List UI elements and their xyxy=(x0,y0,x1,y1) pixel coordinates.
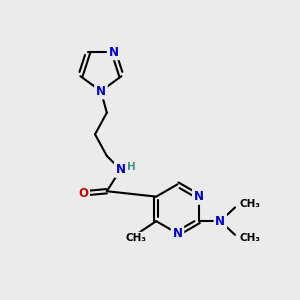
Text: N: N xyxy=(194,190,204,203)
Text: CH₃: CH₃ xyxy=(240,200,261,209)
Text: N: N xyxy=(96,85,106,98)
Text: O: O xyxy=(78,187,88,200)
Text: N: N xyxy=(172,227,182,240)
Text: N: N xyxy=(109,46,118,59)
Text: N: N xyxy=(215,215,225,228)
Text: H: H xyxy=(127,162,136,172)
Text: CH₃: CH₃ xyxy=(240,233,261,243)
Text: CH₃: CH₃ xyxy=(125,233,146,243)
Text: N: N xyxy=(116,163,126,176)
